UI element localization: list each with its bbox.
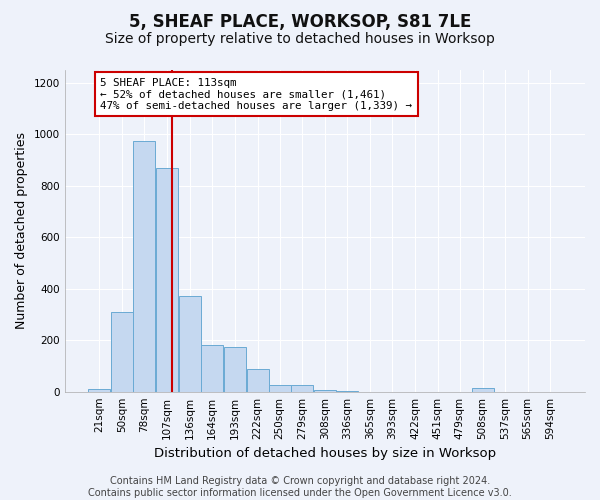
Bar [111, 312, 133, 392]
Text: Contains HM Land Registry data © Crown copyright and database right 2024.
Contai: Contains HM Land Registry data © Crown c… [88, 476, 512, 498]
Text: 5 SHEAF PLACE: 113sqm
← 52% of detached houses are smaller (1,461)
47% of semi-d: 5 SHEAF PLACE: 113sqm ← 52% of detached … [100, 78, 412, 111]
Bar [179, 296, 201, 392]
Bar [292, 385, 313, 392]
Bar [224, 346, 246, 392]
Text: Size of property relative to detached houses in Worksop: Size of property relative to detached ho… [105, 32, 495, 46]
Bar [269, 385, 290, 392]
X-axis label: Distribution of detached houses by size in Worksop: Distribution of detached houses by size … [154, 447, 496, 460]
Bar [247, 368, 269, 392]
Y-axis label: Number of detached properties: Number of detached properties [15, 132, 28, 330]
Bar [133, 141, 155, 392]
Bar [156, 168, 178, 392]
Bar [336, 391, 358, 392]
Text: 5, SHEAF PLACE, WORKSOP, S81 7LE: 5, SHEAF PLACE, WORKSOP, S81 7LE [129, 12, 471, 30]
Bar [88, 389, 110, 392]
Bar [472, 388, 494, 392]
Bar [314, 390, 336, 392]
Bar [201, 346, 223, 392]
